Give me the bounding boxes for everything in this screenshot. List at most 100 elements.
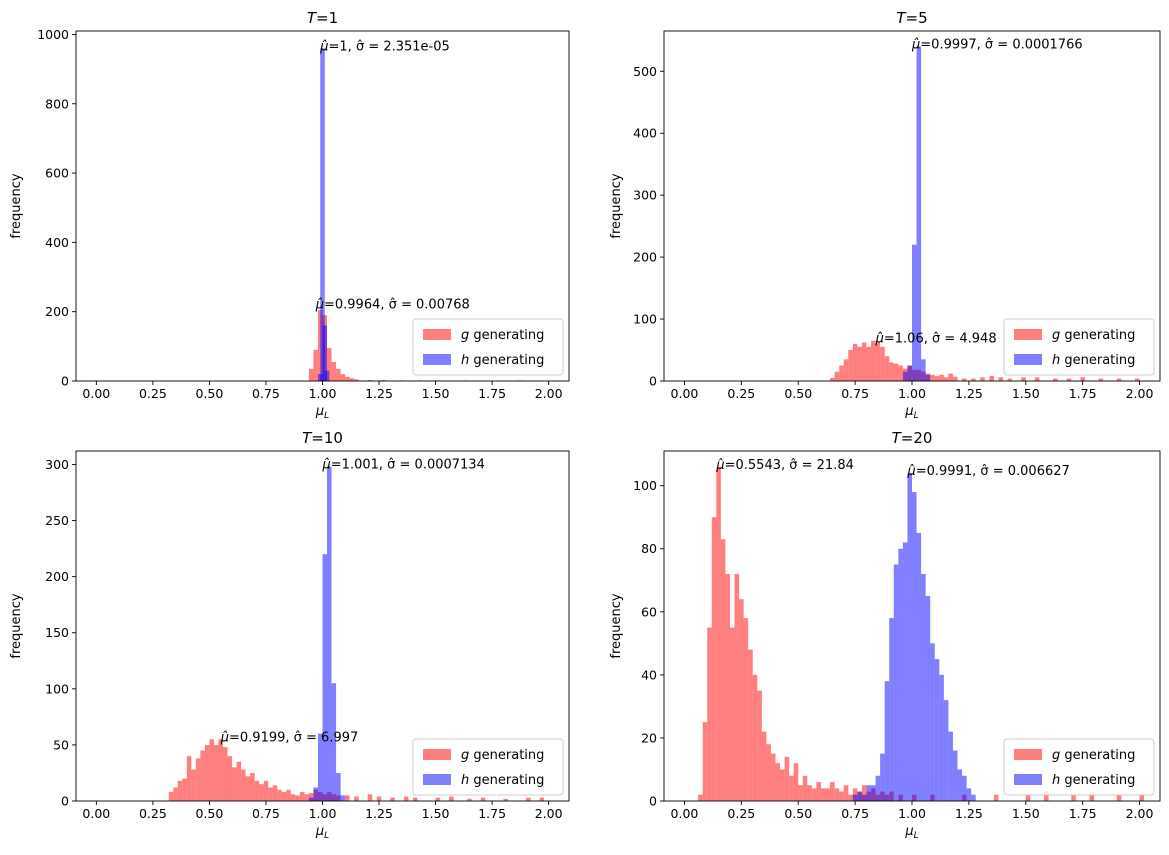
y-tick-label: 400 <box>45 235 69 250</box>
x-tick-label: 0.75 <box>841 806 869 821</box>
bar-g-generating-52 <box>1116 794 1122 801</box>
bar-g-generating-22 <box>798 785 803 801</box>
x-tick-label: 0.25 <box>727 806 755 821</box>
legend-label-h: h generating <box>1052 773 1135 788</box>
y-axis-label: frequency <box>9 173 24 239</box>
bar-h-generating-15 <box>921 573 926 801</box>
bar-g-generating-9 <box>349 378 355 381</box>
bar-g-generating-7 <box>200 750 205 801</box>
bar-g-generating-22 <box>268 787 273 801</box>
bar-g-generating-9 <box>871 340 876 381</box>
bar-g-generating-28 <box>825 788 831 801</box>
x-tick-label: 1.25 <box>955 386 983 401</box>
bar-h-generating-0 <box>902 371 908 381</box>
bar-h-generating-2 <box>317 733 323 801</box>
bar-h-generating-16 <box>925 596 931 801</box>
x-tick-label: 1.25 <box>365 806 393 821</box>
bar-g-generating-40 <box>1116 378 1122 381</box>
bar-h-generating-14 <box>916 532 922 801</box>
bar-h-generating-8 <box>889 618 894 801</box>
bar-g-generating-0 <box>698 794 703 801</box>
bar-h-generating-4 <box>327 466 332 801</box>
bar-g-generating-19 <box>784 756 790 801</box>
bar-g-generating-11 <box>748 649 753 801</box>
x-axis-label: μL <box>904 824 918 841</box>
annotation-1: μ̂=1.001, σ̂ = 0.0007134 <box>322 458 485 473</box>
y-axis-label: frequency <box>609 593 624 659</box>
bar-g-generating-25 <box>281 792 287 801</box>
legend-swatch-h <box>423 354 451 365</box>
bar-g-generating-28 <box>962 378 967 381</box>
chart-title: T=5 <box>896 9 927 27</box>
bar-g-generating-6 <box>725 573 730 801</box>
legend-swatch-h <box>1014 774 1042 785</box>
bar-h-generating-6 <box>880 753 885 801</box>
bar-g-generating-0 <box>308 368 314 381</box>
bar-h-generating-1 <box>313 787 318 801</box>
bar-g-generating-6 <box>195 758 201 801</box>
bar-g-generating-27 <box>820 788 826 801</box>
bars <box>698 466 1145 801</box>
x-tick-label: 1.75 <box>478 386 506 401</box>
legend-swatch-g <box>1014 329 1042 340</box>
bar-h-generating-1 <box>857 791 862 801</box>
bar-h-generating-26 <box>971 794 976 801</box>
y-tick-label: 50 <box>53 737 69 752</box>
y-tick-label: 200 <box>633 250 657 265</box>
bar-h-generating-2 <box>861 794 867 801</box>
bar-h-generating-4 <box>921 359 926 381</box>
x-tick-label: 1.00 <box>309 806 337 821</box>
chart-title: T=20 <box>892 429 933 447</box>
bar-g-generating-25 <box>943 377 949 381</box>
x-tick-label: 0.50 <box>784 806 812 821</box>
legend-label-g: g generating <box>461 328 544 343</box>
bar-g-generating-51 <box>539 797 545 801</box>
bar-g-generating-29 <box>299 792 305 801</box>
bar-h-generating-1 <box>320 48 325 381</box>
bar-g-generating-49 <box>503 798 508 801</box>
bar-g-generating-12 <box>884 356 890 381</box>
bar-g-generating-45 <box>435 797 441 801</box>
bar-g-generating-4 <box>186 756 192 801</box>
bar-h-generating-20 <box>943 700 949 801</box>
legend-swatch-h <box>1014 354 1042 365</box>
bar-g-generating-36 <box>1053 378 1058 381</box>
bar-g-generating-23 <box>272 785 278 801</box>
bar-h-generating-7 <box>884 681 890 801</box>
x-tick-label: 1.50 <box>1012 806 1040 821</box>
y-tick-label: 600 <box>45 166 69 181</box>
y-tick-label: 150 <box>45 625 69 640</box>
bar-h-generating-6 <box>336 772 341 801</box>
x-axis-label: μL <box>904 404 918 421</box>
y-tick-label: 0 <box>61 794 69 809</box>
legend-swatch-h <box>423 774 451 785</box>
bar-g-generating-31 <box>308 793 314 801</box>
bar-g-generating-17 <box>245 776 251 801</box>
bar-h-generating-3 <box>324 370 330 381</box>
bar-h-generating-19 <box>939 674 944 801</box>
bar-g-generating-28 <box>295 795 300 801</box>
bar-g-generating-12 <box>752 674 758 801</box>
legend-label-h: h generating <box>461 353 544 368</box>
y-tick-label: 400 <box>633 126 657 141</box>
bar-g-generating-15 <box>898 365 903 381</box>
bar-g-generating-53 <box>1139 794 1145 801</box>
y-tick-label: 200 <box>45 569 69 584</box>
bar-g-generating-26 <box>286 789 291 801</box>
legend-label-h: h generating <box>1052 353 1135 368</box>
bar-g-generating-24 <box>939 374 944 381</box>
y-axis-label: frequency <box>9 593 24 659</box>
bar-g-generating-14 <box>761 731 767 801</box>
bar-g-generating-37 <box>1066 378 1072 381</box>
bar-g-generating-1 <box>313 349 318 381</box>
legend-swatch-g <box>1014 749 1042 760</box>
bar-g-generating-8 <box>866 346 872 381</box>
chart-panel-2: 0.00 0.25 0.50 0.75 1.00 1.25 1.50 1.75 2.00 0 100… <box>609 9 1161 421</box>
y-tick-label: 60 <box>641 604 657 619</box>
bar-g-generating-12 <box>223 747 228 801</box>
bar-g-generating-1 <box>702 722 708 801</box>
bar-g-generating-3 <box>843 359 849 381</box>
bar-g-generating-42 <box>390 797 395 801</box>
x-tick-label: 1.00 <box>309 386 337 401</box>
bar-h-generating-10 <box>898 548 903 801</box>
